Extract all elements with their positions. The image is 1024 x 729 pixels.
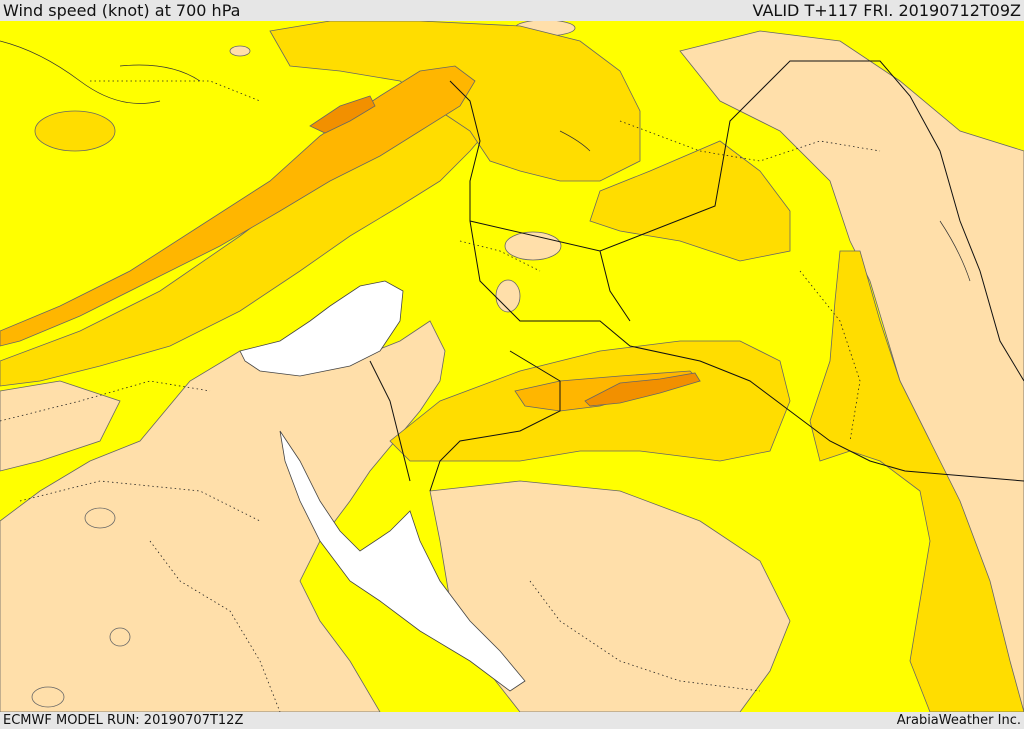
jet-band-high bbox=[0, 65, 476, 347]
band-lowest-regions bbox=[0, 21, 1024, 712]
band-highest-regions bbox=[309, 95, 701, 407]
peach-region-libya bbox=[0, 380, 121, 472]
gold-region-syria bbox=[589, 140, 791, 262]
header-bar: Wind speed (knot) at 700 hPa VALID T+117… bbox=[0, 0, 1024, 21]
valid-time: VALID T+117 FRI. 20190712T09Z bbox=[752, 1, 1021, 20]
wind-map bbox=[0, 21, 1024, 712]
model-run-label: ECMWF MODEL RUN: 20190707T12Z bbox=[3, 713, 244, 728]
water-bodies bbox=[239, 280, 526, 692]
jet-core-jordan bbox=[584, 372, 701, 407]
admin-boundaries bbox=[0, 80, 881, 712]
gold-region-east bbox=[809, 250, 1024, 712]
mediterranean-east bbox=[239, 280, 404, 377]
map-area[interactable] bbox=[0, 21, 1024, 712]
coastlines bbox=[0, 40, 971, 282]
country-borders bbox=[369, 60, 1024, 492]
map-title: Wind speed (knot) at 700 hPa bbox=[3, 1, 241, 20]
peach-region-egypt bbox=[0, 320, 446, 712]
jet-core bbox=[309, 95, 376, 134]
footer-bar: ECMWF MODEL RUN: 20190707T12Z ArabiaWeat… bbox=[0, 712, 1024, 729]
red-sea bbox=[279, 430, 526, 692]
credit-label: ArabiaWeather Inc. bbox=[896, 713, 1021, 728]
